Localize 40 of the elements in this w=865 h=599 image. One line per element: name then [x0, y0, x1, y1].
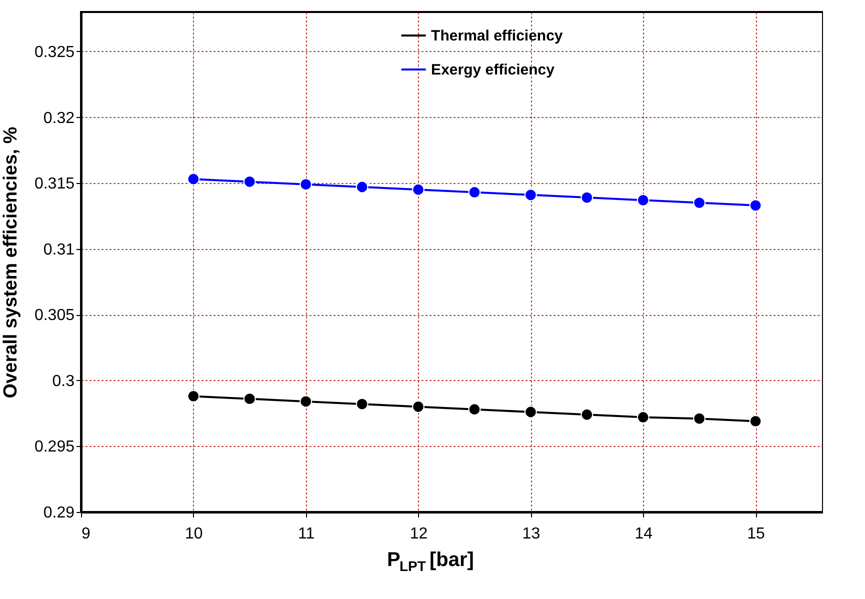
point	[243, 392, 256, 406]
point	[636, 411, 650, 424]
point	[749, 415, 762, 428]
point	[187, 172, 200, 186]
point	[693, 196, 706, 209]
point	[243, 176, 256, 188]
point	[187, 390, 200, 402]
y-tick-label: 0.295	[34, 438, 75, 456]
x-tick-label: 15	[747, 526, 766, 542]
y-tick-label: 0.3	[52, 372, 75, 390]
point	[749, 199, 762, 212]
point	[580, 191, 594, 204]
y-tick-label: 0.29	[43, 504, 75, 522]
x-tick-label: 12	[410, 526, 428, 542]
x-tick-label: 11	[298, 526, 315, 542]
point	[300, 395, 312, 408]
point	[468, 186, 481, 198]
point	[580, 408, 594, 421]
x-tick-label: 10	[185, 526, 203, 542]
point	[356, 398, 368, 410]
point	[356, 180, 368, 194]
point	[468, 403, 481, 416]
point	[300, 178, 312, 191]
point	[412, 183, 424, 196]
x-tick-label: 14	[634, 526, 653, 542]
x-tick-label: 13	[522, 526, 540, 542]
legend-label: Thermal efficiency	[431, 28, 564, 44]
point	[412, 400, 424, 413]
y-tick-label: 0.325	[34, 44, 75, 61]
legend-label: Exergy efficiency	[431, 62, 556, 78]
point	[693, 412, 706, 425]
point	[636, 194, 650, 206]
point	[524, 406, 537, 418]
y-tick-label: 0.31	[43, 241, 75, 258]
y-axis-title: Overall system efficiencies, %	[0, 126, 22, 398]
y-tick-label: 0.305	[34, 307, 75, 324]
y-tick-label: 0.32	[43, 110, 75, 127]
point	[524, 188, 537, 202]
y-tick-label: 0.315	[34, 176, 75, 193]
x-tick-label: 9	[82, 526, 90, 542]
